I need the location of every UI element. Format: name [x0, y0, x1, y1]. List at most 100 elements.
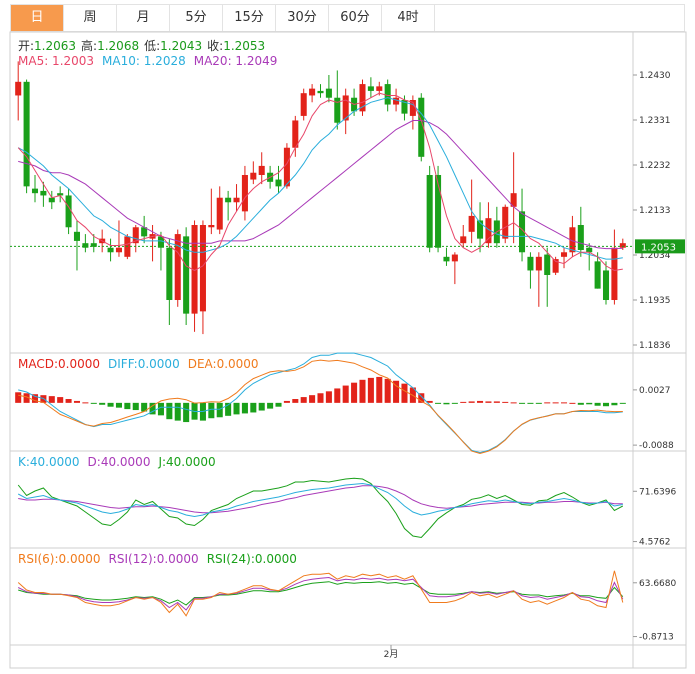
candle-26: [233, 184, 240, 212]
candle-62: [535, 252, 542, 307]
macd-bar-68: [586, 402, 593, 405]
rsi24-label: RSI(24):0.0000: [207, 552, 297, 566]
macd-bar-24: [216, 402, 223, 418]
candle-38: [334, 70, 341, 130]
kdj-k-line: [17, 482, 623, 518]
candle-50: [435, 165, 442, 253]
candle-20: [183, 227, 190, 325]
macd-bar-51: [443, 402, 450, 405]
macd-bar-41: [359, 379, 366, 403]
macd-bar-57: [493, 401, 500, 403]
macd-bar-28: [250, 402, 257, 413]
price-tick-label-6: 1.1836: [639, 341, 671, 351]
rsi-legend: RSI(6):0.0000 RSI(12):0.0000 RSI(24):0.000…: [18, 552, 297, 566]
rsi12-line: [17, 576, 624, 611]
close-label: 收:: [207, 39, 223, 53]
ma-legend: MA5: 1.2003 MA10: 1.2028 MA20: 1.2049: [18, 54, 277, 68]
candle-69: [594, 252, 601, 289]
candle-68: [586, 243, 593, 271]
kdj-j-line: [17, 477, 624, 539]
candle-71: [611, 229, 618, 305]
tab-1[interactable]: 周: [64, 5, 117, 31]
ma10-label: MA10: 1.2028: [102, 54, 186, 68]
macd-bar-35: [309, 395, 316, 403]
macd-bar-45: [393, 380, 400, 403]
macd-bar-1: [23, 393, 30, 403]
macd-label: MACD:0.0000: [18, 357, 100, 371]
tab-4[interactable]: 15分: [223, 5, 276, 31]
dea-label: DEA:0.0000: [188, 357, 259, 371]
macd-bar-71: [611, 402, 618, 406]
macd-bar-33: [292, 399, 299, 403]
macd-bar-20: [183, 402, 190, 423]
candle-27: [241, 165, 248, 221]
k-label: K:40.0000: [18, 455, 80, 469]
price-tick-label-5: 1.1935: [639, 296, 671, 306]
macd-bar-63: [544, 402, 551, 404]
candle-58: [502, 204, 509, 244]
tab-3[interactable]: 5分: [170, 5, 223, 31]
macd-bar-29: [258, 402, 265, 411]
tab-5[interactable]: 30分: [276, 5, 329, 31]
macd-bar-26: [233, 402, 240, 415]
macd-bar-17: [157, 402, 164, 416]
rsi-tick-label-0: 63.6680: [639, 579, 676, 589]
macd-bar-11: [107, 402, 114, 407]
candle-31: [275, 165, 282, 194]
low-value: 1.2043: [160, 39, 202, 53]
close-value: 1.2053: [223, 39, 265, 53]
candle-36: [317, 84, 324, 98]
rsi24-line: [18, 581, 624, 606]
candle-17: [157, 231, 164, 271]
macd-bar-12: [115, 402, 122, 408]
d-label: D:40.0000: [88, 455, 151, 469]
macd-bar-32: [283, 400, 290, 403]
candle-19: [174, 229, 181, 307]
macd-bar-38: [334, 388, 341, 403]
candle-8: [82, 234, 89, 253]
tab-2[interactable]: 月: [117, 5, 170, 31]
kdj-legend: K:40.0000 D:40.0000 J:40.0000: [18, 455, 216, 469]
candle-67: [577, 206, 584, 257]
macd-tick-label-1: -0.0088: [639, 441, 674, 451]
macd-bar-0: [15, 392, 22, 403]
macd-bar-14: [132, 402, 139, 411]
macd-bar-36: [317, 393, 324, 403]
candle-64: [552, 256, 559, 275]
rsi-tick-label-1: -0.8713: [639, 633, 674, 643]
macd-bar-9: [90, 402, 97, 404]
macd-bar-46: [401, 383, 408, 403]
macd-bar-23: [208, 402, 215, 419]
macd-bar-31: [275, 402, 282, 407]
candle-21: [191, 220, 198, 332]
candle-53: [460, 225, 467, 248]
candle-23: [208, 188, 215, 235]
macd-bar-62: [535, 402, 542, 404]
candle-52: [451, 252, 458, 285]
open-label: 开:: [18, 39, 34, 53]
macd-bar-65: [560, 402, 568, 404]
candle-33: [292, 115, 299, 157]
candle-57: [493, 206, 500, 248]
high-label: 高:: [81, 38, 97, 53]
ma10-line: [17, 97, 623, 260]
dea-line: [18, 359, 623, 455]
open-value: 1.2063: [34, 39, 76, 53]
macd-bar-13: [124, 402, 131, 410]
candle-72: [619, 238, 626, 250]
ma20-label: MA20: 1.2049: [194, 54, 278, 68]
tab-0[interactable]: 日: [11, 5, 64, 31]
candle-35: [309, 84, 316, 103]
macd-bar-34: [300, 397, 307, 403]
candle-65: [560, 247, 568, 269]
tab-6[interactable]: 60分: [329, 5, 382, 31]
macd-bar-6: [65, 399, 72, 403]
candle-37: [325, 75, 332, 103]
candle-51: [443, 247, 450, 266]
tab-7[interactable]: 4时: [382, 5, 435, 31]
macd-bar-8: [82, 402, 89, 404]
candle-48: [418, 93, 425, 162]
candle-1: [23, 79, 30, 194]
macd-bar-42: [367, 377, 374, 403]
